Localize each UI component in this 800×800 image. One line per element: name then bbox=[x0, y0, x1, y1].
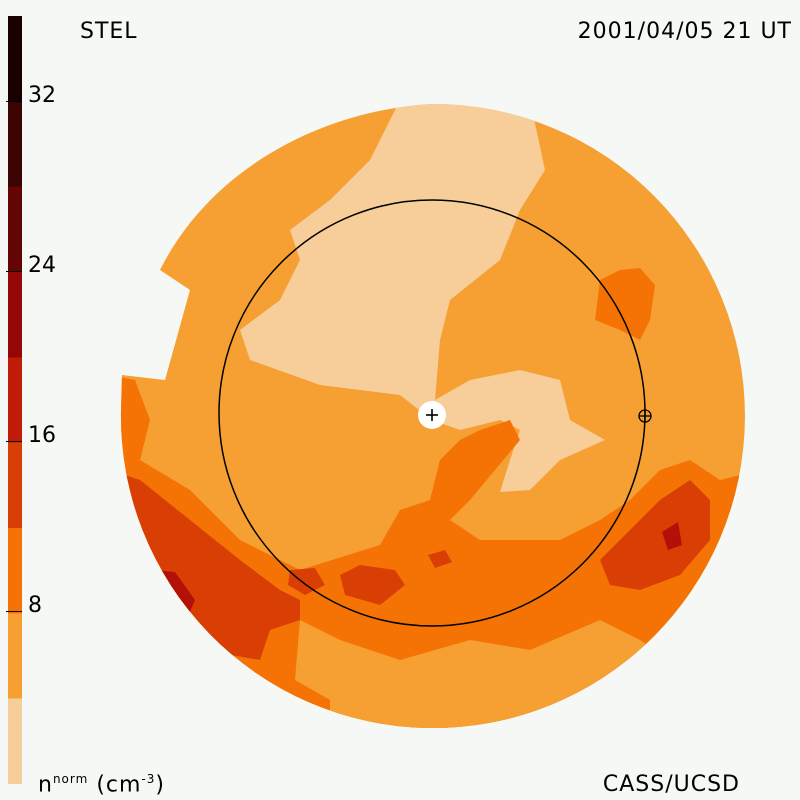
region-pale bbox=[240, 104, 605, 492]
region-red-orange bbox=[428, 550, 452, 568]
colorbar-tick-label: 32 bbox=[28, 83, 56, 108]
colorbar-tick bbox=[6, 271, 22, 272]
station-label: STEL bbox=[80, 19, 138, 44]
colorbar-tick-label: 24 bbox=[28, 253, 56, 278]
region-red bbox=[662, 522, 682, 550]
region-orange bbox=[595, 268, 655, 340]
timestamp-label: 2001/04/05 21 UT bbox=[577, 19, 792, 44]
earth-marker-icon bbox=[638, 409, 652, 423]
colorbar-tick-label: 16 bbox=[28, 423, 56, 448]
sun-marker-icon bbox=[418, 401, 446, 429]
colorbar-tick bbox=[6, 611, 22, 612]
colorbar-tick bbox=[6, 441, 22, 442]
region-red-orange bbox=[600, 480, 710, 590]
colorbar bbox=[8, 16, 22, 784]
colorbar-tick-label: 8 bbox=[28, 593, 42, 618]
region-red-orange bbox=[288, 568, 325, 595]
credit-label: CASS/UCSD bbox=[602, 772, 740, 797]
region-red-orange bbox=[340, 565, 405, 605]
colorbar-unit-label: nnorm (cm-3) bbox=[38, 772, 165, 798]
colorbar-tick bbox=[6, 101, 22, 102]
